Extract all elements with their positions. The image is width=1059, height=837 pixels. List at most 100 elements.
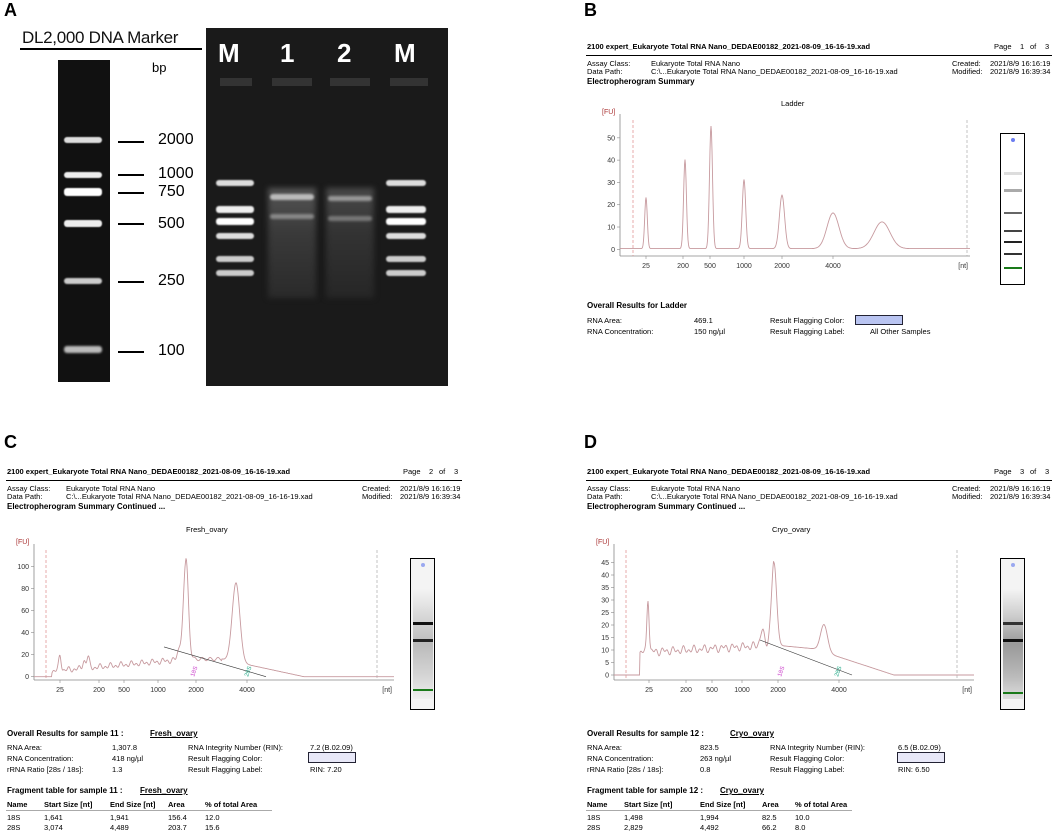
marker-size-label: 250 — [158, 272, 185, 289]
y-tick-label: 10 — [607, 225, 615, 232]
assay-class-label: Assay Class: — [587, 484, 631, 493]
results-title: Overall Results for sample 12 : — [587, 729, 704, 738]
sample-name: Cryo_ovary — [772, 525, 811, 534]
y-tick-label: 0 — [611, 247, 615, 254]
frag-header-end: End Size [nt] — [700, 800, 746, 809]
section-title: Electropherogram Summary Continued ... — [7, 502, 166, 511]
panel-label-c: C — [4, 432, 17, 452]
created-value: 2021/8/9 16:16:19 — [990, 484, 1051, 493]
frag-cell: 15.6 — [205, 823, 220, 832]
marker-title-underline — [20, 48, 202, 50]
y-axis-label: [FU] — [596, 539, 609, 546]
data-path-value: C:\...Eukaryote Total RNA Nano_DEDAE0018… — [651, 67, 898, 76]
frag-cell: 4,489 — [110, 823, 129, 832]
gel-lane-ladder — [1000, 133, 1025, 285]
created-label: Created: — [952, 59, 981, 68]
y-tick-label: 40 — [21, 630, 29, 637]
x-tick-label: 500 — [118, 687, 130, 694]
header-rule — [586, 480, 1052, 481]
y-tick-label: 25 — [601, 610, 609, 617]
frag-cell: 156.4 — [168, 813, 187, 822]
frag-header-start: Start Size [nt] — [44, 800, 93, 809]
lane-label-m: M — [394, 38, 416, 68]
modified-value: 2021/8/9 16:39:34 — [990, 492, 1051, 501]
x-tick-label: 25 — [645, 687, 653, 694]
rin-label: RNA Integrity Number (RIN): — [188, 743, 284, 752]
lane-label-1: 1 — [280, 38, 295, 68]
page-number: 3 — [1020, 467, 1025, 476]
rna-conc-label: RNA Concentration: — [7, 754, 74, 763]
x-tick-label: 4000 — [831, 687, 847, 694]
x-axis-label: [nt] — [958, 263, 968, 270]
page-label: Page — [403, 467, 421, 476]
page-of: of — [439, 467, 446, 476]
frag-header-area: Area — [168, 800, 185, 809]
flag-color-label: Result Flagging Color: — [770, 754, 845, 763]
sample-name: Ladder — [781, 99, 805, 108]
x-tick-label: 25 — [56, 687, 64, 694]
frag-cell: 66.2 — [762, 823, 777, 832]
frag-cell: 2,829 — [624, 823, 643, 832]
frag-cell: 28S — [7, 823, 21, 832]
table-rule — [6, 810, 272, 811]
y-tick-label: 20 — [21, 652, 29, 659]
panel-label-b: B — [584, 0, 597, 20]
y-tick-label: 5 — [605, 660, 609, 667]
created-value: 2021/8/9 16:16:19 — [990, 59, 1051, 68]
rna-area-value: 1,307.8 — [112, 743, 138, 752]
rrna-ratio-value: 1.3 — [112, 765, 123, 774]
report-title: 2100 expert_Eukaryote Total RNA Nano_DED… — [587, 467, 871, 476]
rna-conc-value: 150 ng/µl — [694, 327, 726, 336]
rna-area-label: RNA Area: — [587, 316, 623, 325]
marker-unit: bp — [152, 60, 167, 75]
baseline-fit-line — [163, 646, 267, 677]
report-title: 2100 expert_Eukaryote Total RNA Nano_DED… — [7, 467, 291, 476]
rna-area-label: RNA Area: — [7, 743, 43, 752]
x-tick-label: 500 — [706, 687, 718, 694]
frag-header-start: Start Size [nt] — [624, 800, 673, 809]
rna-area-value: 823.5 — [700, 743, 719, 752]
results-title: Overall Results for Ladder — [587, 301, 688, 310]
lane-label-2: 2 — [337, 38, 352, 68]
modified-label: Modified: — [362, 492, 393, 501]
rin-version: (B.02.09) — [910, 743, 941, 752]
electropherogram-trace — [614, 561, 974, 676]
frag-cell: 18S — [7, 813, 21, 822]
rrna-ratio-label: rRNA Ratio [28s / 18s]: — [587, 765, 664, 774]
frag-header-area: Area — [762, 800, 779, 809]
fragment-table-sample: Cryo_ovary — [720, 786, 765, 795]
table-rule — [586, 810, 852, 811]
peak-label: 28S — [244, 666, 253, 678]
frag-header-name: Name — [7, 800, 28, 809]
sample-name: Fresh_ovary — [186, 525, 228, 534]
frag-cell: 8.0 — [795, 823, 806, 832]
data-path-label: Data Path: — [587, 492, 623, 501]
data-path-value: C:\...Eukaryote Total RNA Nano_DEDAE0018… — [66, 492, 313, 501]
y-tick-label: 45 — [601, 560, 609, 567]
lane-marker-icon — [1011, 563, 1015, 567]
x-tick-label: 4000 — [825, 263, 841, 270]
electropherogram-trace — [620, 125, 970, 250]
fragment-table-title: Fragment table for sample 12 : — [587, 786, 704, 795]
x-tick-label: 500 — [704, 263, 716, 270]
section-title: Electropherogram Summary Continued ... — [587, 502, 746, 511]
x-tick-label: 4000 — [239, 687, 255, 694]
x-axis-label: [nt] — [382, 687, 392, 694]
page-total: 3 — [1045, 467, 1050, 476]
y-tick-label: 20 — [601, 623, 609, 630]
marker-size-label: 500 — [158, 215, 185, 232]
y-tick-label: 30 — [607, 180, 615, 187]
peak-label: 18S — [190, 666, 199, 678]
flag-label-value: All Other Samples — [870, 327, 931, 336]
flag-color-swatch — [897, 752, 945, 763]
rin-label: RNA Integrity Number (RIN): — [770, 743, 866, 752]
page-number: 2 — [429, 467, 434, 476]
marker-tick-100 — [118, 351, 144, 353]
x-tick-label: 2000 — [774, 263, 790, 270]
assay-class-label: Assay Class: — [7, 484, 51, 493]
flag-color-swatch — [308, 752, 356, 763]
y-tick-label: 30 — [601, 598, 609, 605]
x-tick-label: 200 — [93, 687, 105, 694]
y-tick-label: 100 — [17, 564, 29, 571]
header-rule — [6, 480, 462, 481]
